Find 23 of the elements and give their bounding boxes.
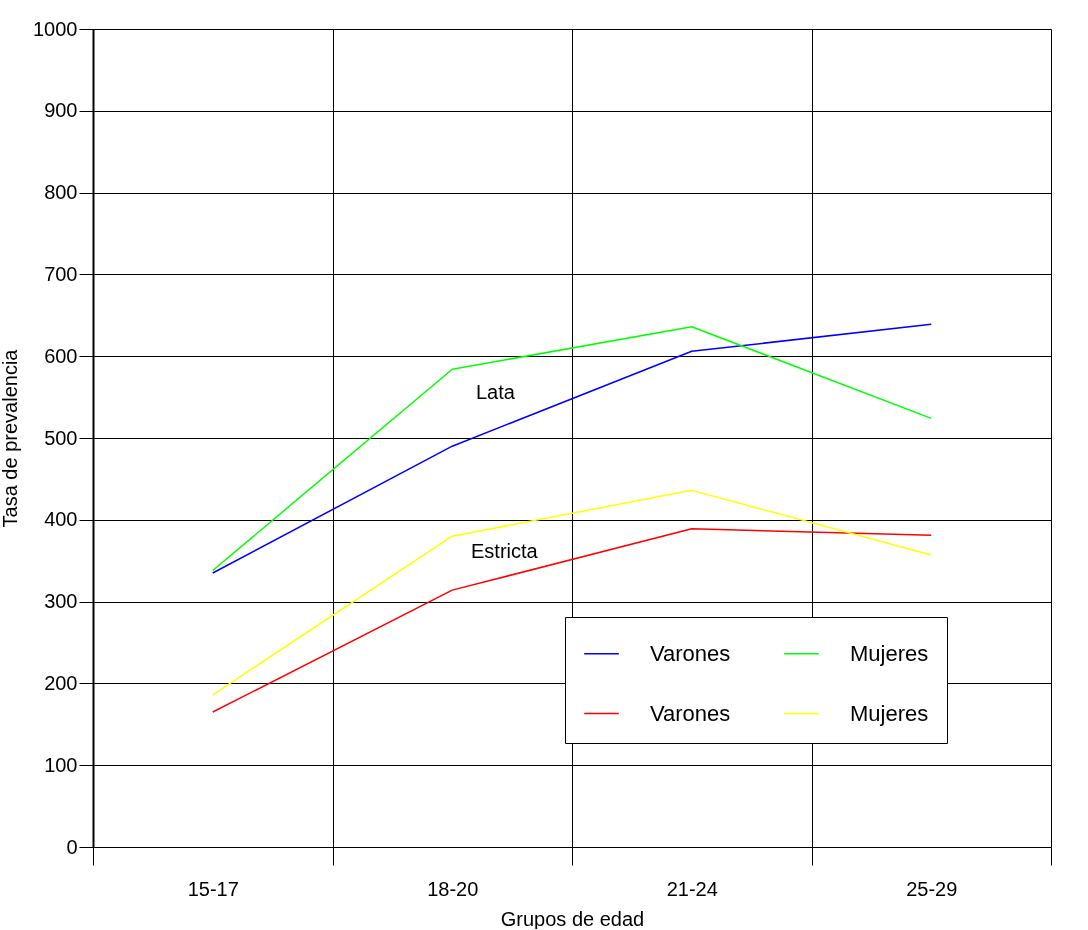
y-tick-label: 900 xyxy=(44,99,78,122)
x-tick-label: 15-17 xyxy=(187,877,239,900)
x-axis-title: Grupos de edad xyxy=(500,907,645,930)
y-tick-label: 400 xyxy=(44,508,78,531)
annotation: Lata xyxy=(476,381,516,403)
legend-label: Varones xyxy=(650,640,731,666)
y-tick-label: 100 xyxy=(44,753,78,776)
y-tick-label: 200 xyxy=(44,671,78,694)
x-tick-label: 25-29 xyxy=(906,877,958,900)
y-tick-label: 800 xyxy=(44,181,78,204)
y-axis-title: Tasa de prevalencia xyxy=(0,348,22,528)
x-tick-label: 18-20 xyxy=(427,877,479,900)
legend-label: Mujeres xyxy=(850,700,929,726)
y-tick-label: 1000 xyxy=(33,17,78,40)
y-tick-label: 300 xyxy=(44,590,78,613)
y-tick-label: 600 xyxy=(44,344,78,367)
annotation: Estricta xyxy=(471,540,539,562)
y-tick-label: 500 xyxy=(44,426,78,449)
legend-label: Mujeres xyxy=(850,640,929,666)
x-tick-label: 21-24 xyxy=(666,877,718,900)
y-tick-label: 0 xyxy=(66,835,78,858)
legend-label: Varones xyxy=(650,700,731,726)
y-tick-label: 700 xyxy=(44,262,78,285)
